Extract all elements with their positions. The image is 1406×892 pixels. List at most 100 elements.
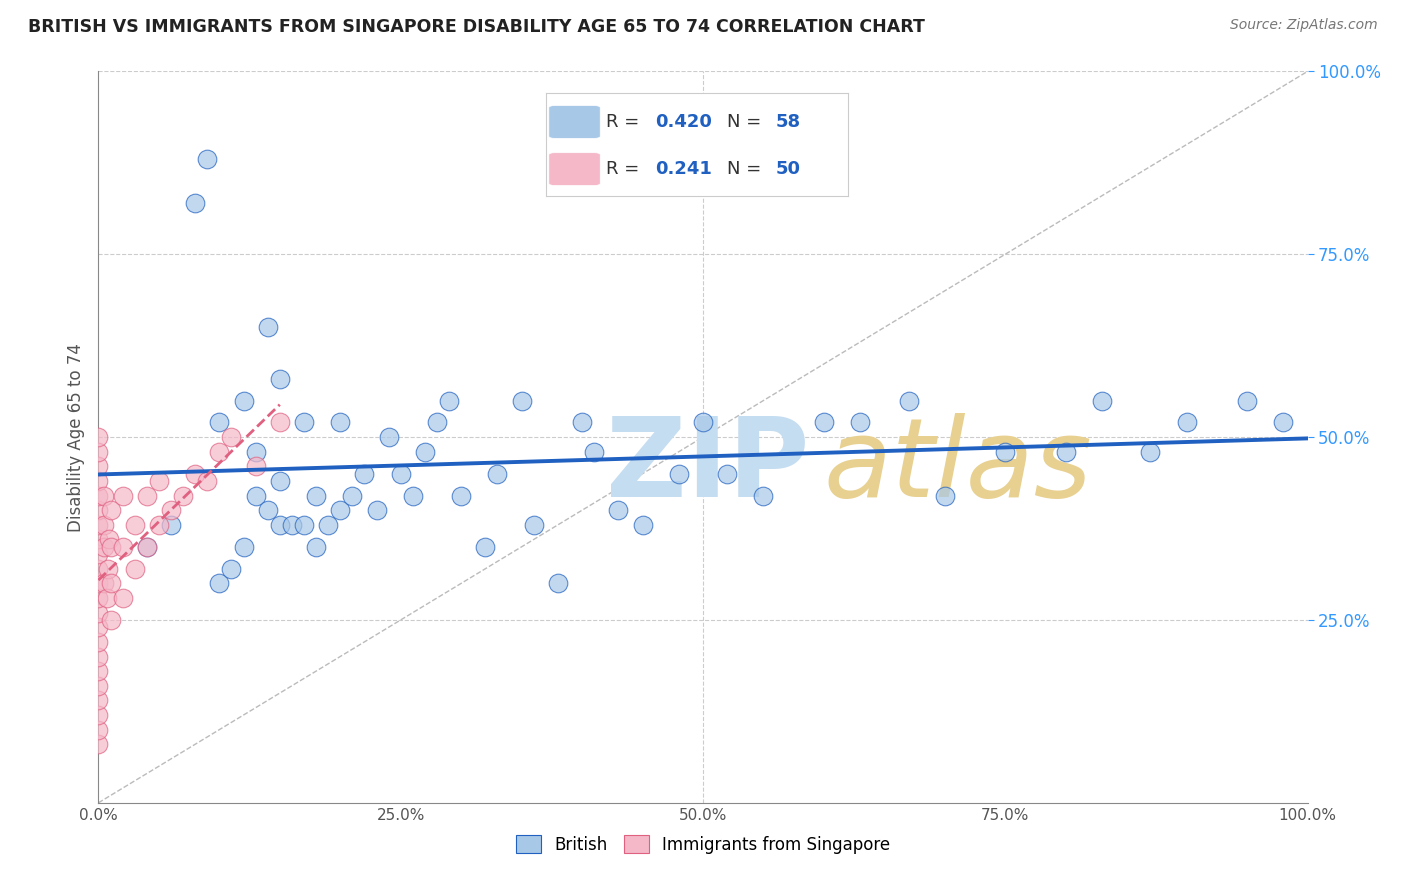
Point [87, 562, 110, 576]
Point [256, 320, 278, 334]
Point [329, 503, 352, 517]
Point [87, 708, 110, 723]
Point [402, 489, 425, 503]
Point [366, 503, 388, 517]
Point [148, 517, 170, 532]
Point [547, 576, 569, 591]
Point [148, 474, 170, 488]
Point [305, 540, 328, 554]
Point [269, 416, 291, 430]
Point [934, 489, 956, 503]
Point [135, 540, 157, 554]
Point [245, 444, 267, 458]
Point [1139, 444, 1161, 458]
Point [849, 416, 872, 430]
Point [111, 591, 134, 605]
Point [195, 152, 218, 166]
Point [269, 474, 291, 488]
Point [389, 467, 412, 481]
Point [1175, 416, 1198, 430]
Point [269, 371, 291, 385]
Point [232, 393, 254, 408]
Legend: British, Immigrants from Singapore: British, Immigrants from Singapore [509, 829, 897, 860]
Point [87, 517, 110, 532]
Point [87, 533, 110, 547]
Text: Source: ZipAtlas.com: Source: ZipAtlas.com [1230, 18, 1378, 32]
Point [87, 723, 110, 737]
Point [184, 467, 207, 481]
Point [124, 562, 146, 576]
Point [510, 393, 533, 408]
Point [413, 444, 436, 458]
Point [87, 430, 110, 444]
Point [87, 620, 110, 634]
Point [87, 635, 110, 649]
Point [571, 416, 593, 430]
Point [87, 649, 110, 664]
Point [87, 693, 110, 707]
Point [160, 517, 183, 532]
Point [752, 489, 775, 503]
Point [1272, 416, 1295, 430]
Point [232, 540, 254, 554]
Point [93, 540, 115, 554]
Point [124, 517, 146, 532]
Point [93, 489, 115, 503]
Point [897, 393, 920, 408]
Point [994, 444, 1017, 458]
Point [208, 576, 231, 591]
Point [135, 489, 157, 503]
Point [316, 517, 339, 532]
Point [87, 503, 110, 517]
Point [97, 562, 120, 576]
Text: BRITISH VS IMMIGRANTS FROM SINGAPORE DISABILITY AGE 65 TO 74 CORRELATION CHART: BRITISH VS IMMIGRANTS FROM SINGAPORE DIS… [28, 18, 925, 36]
Point [208, 416, 231, 430]
Point [87, 576, 110, 591]
Text: atlas: atlas [824, 413, 1092, 520]
Point [1054, 444, 1077, 458]
Point [96, 591, 118, 605]
Point [160, 503, 183, 517]
Point [221, 430, 243, 444]
Point [523, 517, 546, 532]
Point [172, 489, 194, 503]
Point [631, 517, 654, 532]
Point [607, 503, 630, 517]
Point [87, 679, 110, 693]
Point [111, 489, 134, 503]
Point [87, 737, 110, 751]
Point [292, 416, 315, 430]
Point [269, 517, 291, 532]
Point [245, 459, 267, 474]
Point [353, 467, 375, 481]
Point [668, 467, 690, 481]
Point [93, 517, 115, 532]
Point [437, 393, 460, 408]
Point [98, 533, 121, 547]
Point [87, 547, 110, 561]
Y-axis label: Disability Age 65 to 74: Disability Age 65 to 74 [66, 343, 84, 532]
Point [474, 540, 496, 554]
Point [87, 606, 110, 620]
Point [292, 517, 315, 532]
Point [135, 540, 157, 554]
Point [377, 430, 399, 444]
Point [87, 459, 110, 474]
Point [87, 444, 110, 458]
Point [87, 489, 110, 503]
Point [195, 474, 218, 488]
Point [583, 444, 606, 458]
Point [221, 562, 243, 576]
Point [716, 467, 738, 481]
Point [100, 576, 122, 591]
Point [100, 503, 122, 517]
Point [281, 517, 304, 532]
Point [450, 489, 472, 503]
Point [1091, 393, 1114, 408]
Point [208, 444, 231, 458]
Point [426, 416, 449, 430]
Point [486, 467, 509, 481]
Point [100, 540, 122, 554]
Point [93, 576, 115, 591]
Point [305, 489, 328, 503]
